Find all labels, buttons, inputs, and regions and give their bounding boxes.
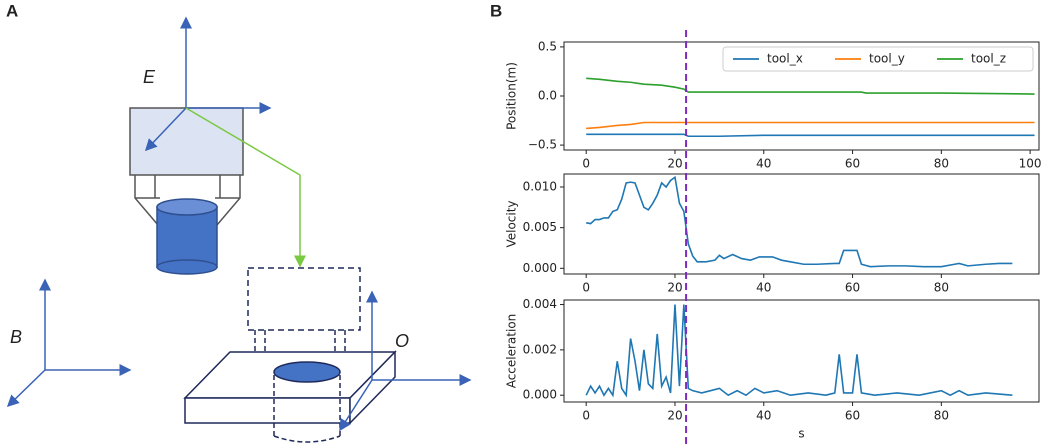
x-tick-label: 20 xyxy=(667,281,682,295)
y-tick-label: 0.000 xyxy=(523,388,557,402)
y-tick-label: −0.5 xyxy=(528,138,557,152)
data-line xyxy=(586,133,1035,138)
y-tick-label: 0.010 xyxy=(523,180,557,194)
y-tick-label: 0.005 xyxy=(523,220,557,234)
data-line xyxy=(586,175,1013,268)
legend-label: tool_x xyxy=(767,52,803,66)
axis-arrow xyxy=(144,107,187,152)
x-tick-label: 0 xyxy=(582,157,590,171)
x-tick-label: 40 xyxy=(756,409,771,423)
legend-label: tool_z xyxy=(971,52,1006,66)
diagram xyxy=(6,16,472,443)
legend-label: tool_y xyxy=(869,52,905,66)
data-line xyxy=(585,304,1013,398)
y-axis-label: Velocity xyxy=(505,200,519,247)
y-tick-label: 0.0 xyxy=(538,89,557,103)
x-tick-label: 60 xyxy=(845,281,860,295)
x-tick-label: 0 xyxy=(582,409,590,423)
plot-frame xyxy=(563,41,1040,151)
end-effector-box xyxy=(129,107,244,176)
axis-arrow xyxy=(339,379,373,432)
axis-arrow xyxy=(6,369,46,408)
frame-label: E xyxy=(143,67,156,87)
x-tick-label: 0 xyxy=(582,281,590,295)
cylinder xyxy=(156,259,218,275)
x-tick-label: 20 xyxy=(667,409,682,423)
data-line xyxy=(586,121,1035,130)
y-tick-label: 0.002 xyxy=(523,342,557,356)
cylinder xyxy=(156,206,218,268)
gripper xyxy=(134,175,241,226)
plot-frame xyxy=(563,173,1040,275)
x-tick-label: 40 xyxy=(756,157,771,171)
data-line xyxy=(586,77,1035,95)
x-tick-label: 60 xyxy=(845,157,860,171)
frame-label: O xyxy=(395,331,409,351)
x-tick-label: 80 xyxy=(934,157,949,171)
x-tick-label: 80 xyxy=(934,281,949,295)
platform xyxy=(184,397,351,424)
transform-arrow xyxy=(185,107,306,268)
slot xyxy=(273,361,341,383)
cylinder xyxy=(156,198,218,216)
x-axis-label: s xyxy=(798,427,804,441)
x-tick-label: 20 xyxy=(667,157,682,171)
target-box xyxy=(247,267,361,331)
y-axis-label: Position(m) xyxy=(505,62,519,130)
x-tick-label: 80 xyxy=(934,409,949,423)
frame-label: B xyxy=(10,327,22,347)
x-tick-label: 100 xyxy=(1019,157,1042,171)
x-tick-label: 40 xyxy=(756,281,771,295)
y-axis-label: Acceleration xyxy=(505,314,519,389)
y-tick-label: 0.000 xyxy=(523,261,557,275)
legend-box xyxy=(722,46,1034,72)
panel-label: B xyxy=(490,1,502,20)
y-tick-label: 0.004 xyxy=(523,297,557,311)
panel-label: A xyxy=(6,1,18,20)
plot-frame xyxy=(563,299,1040,403)
y-tick-label: 0.5 xyxy=(538,39,557,53)
x-tick-label: 60 xyxy=(845,409,860,423)
